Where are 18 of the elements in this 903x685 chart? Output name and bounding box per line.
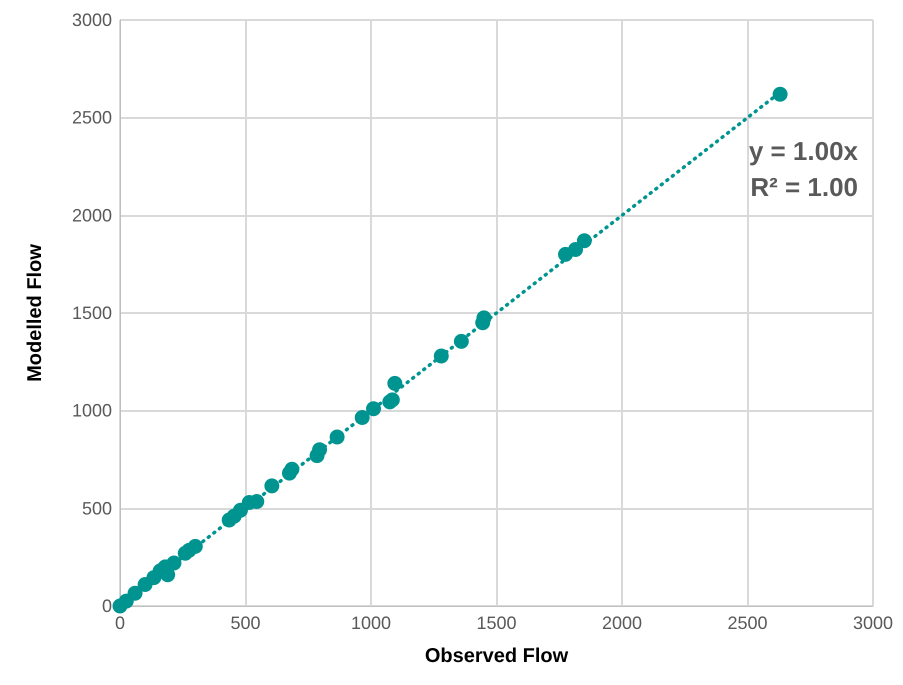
x-axis-title: Observed Flow [424,645,569,667]
y-tick-label: 1000 [72,400,112,421]
y-tick-label: 1500 [72,303,112,323]
x-tick-label: 2500 [727,613,768,633]
y-tick-label: 3000 [72,10,112,30]
x-tick-label: 500 [230,613,261,633]
x-tick-label: 1000 [350,613,392,633]
y-tick-label: 0 [102,596,112,616]
y-axis-title: Modelled Flow [24,244,46,382]
y-tick-label: 2000 [72,205,112,226]
x-tick-label: 0 [114,613,126,633]
x-tick-label: 1500 [476,613,517,633]
annotation: y = 1.00x [748,136,859,166]
x-tick-label: 2000 [602,613,642,633]
x-tick-label: 3000 [852,613,894,633]
y-tick-label: 500 [82,498,112,518]
y-tick-label: 2500 [72,108,112,128]
annotation: R² = 1.00 [750,172,858,202]
